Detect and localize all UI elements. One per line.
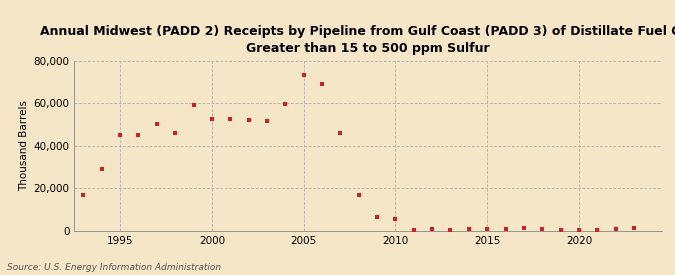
Point	[555, 227, 566, 232]
Point	[78, 192, 89, 197]
Point	[518, 226, 529, 231]
Point	[500, 227, 511, 231]
Point	[151, 122, 162, 127]
Point	[280, 102, 291, 106]
Point	[445, 227, 456, 232]
Point	[188, 103, 199, 108]
Point	[225, 117, 236, 121]
Point	[574, 227, 585, 232]
Point	[170, 131, 181, 135]
Point	[317, 82, 327, 86]
Point	[97, 167, 107, 171]
Point	[464, 227, 475, 231]
Title: Annual Midwest (PADD 2) Receipts by Pipeline from Gulf Coast (PADD 3) of Distill: Annual Midwest (PADD 2) Receipts by Pipe…	[40, 25, 675, 55]
Point	[335, 131, 346, 135]
Point	[243, 118, 254, 122]
Point	[482, 227, 493, 232]
Point	[133, 133, 144, 137]
Point	[408, 228, 419, 232]
Point	[390, 217, 401, 221]
Point	[207, 117, 217, 121]
Text: Source: U.S. Energy Information Administration: Source: U.S. Energy Information Administ…	[7, 263, 221, 272]
Point	[427, 227, 437, 232]
Point	[372, 215, 383, 219]
Point	[261, 119, 272, 123]
Point	[610, 227, 621, 231]
Point	[628, 226, 639, 231]
Point	[115, 133, 126, 137]
Point	[353, 192, 364, 197]
Point	[592, 228, 603, 232]
Point	[298, 73, 309, 78]
Point	[537, 227, 547, 232]
Y-axis label: Thousand Barrels: Thousand Barrels	[19, 100, 29, 191]
